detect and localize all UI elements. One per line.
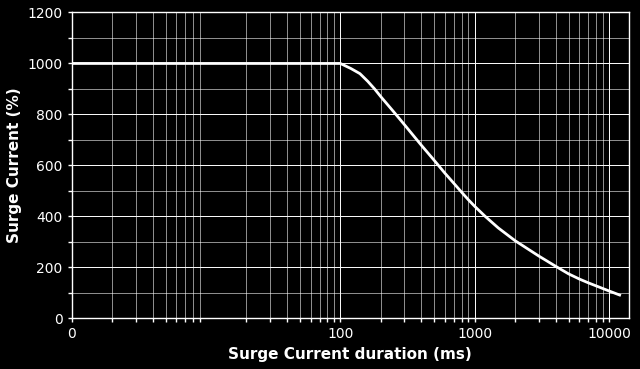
X-axis label: Surge Current duration (ms): Surge Current duration (ms) — [228, 347, 472, 362]
Y-axis label: Surge Current (%): Surge Current (%) — [7, 88, 22, 243]
